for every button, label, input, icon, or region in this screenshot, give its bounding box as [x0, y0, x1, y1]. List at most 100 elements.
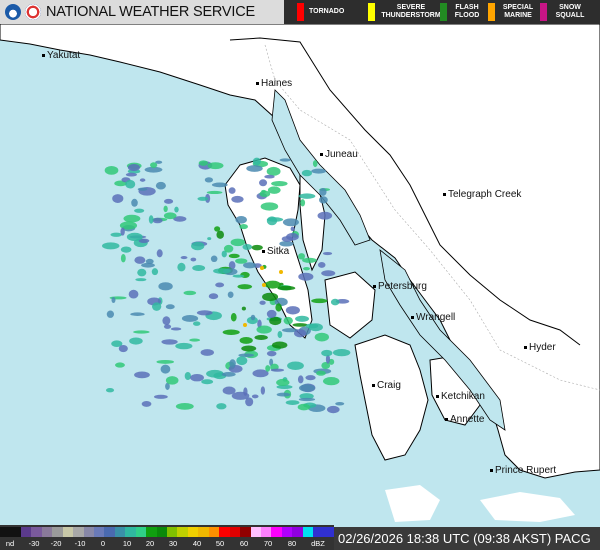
radar-echo: [279, 158, 291, 162]
radar-echo: [214, 226, 221, 232]
radar-echo: [133, 330, 150, 334]
radar-echo: [294, 329, 307, 338]
radar-echo: [239, 223, 248, 230]
dbz-color-cell: [240, 527, 251, 537]
radar-echo: [134, 371, 150, 379]
radar-echo: [246, 165, 263, 172]
dbz-color-cell: [156, 527, 167, 537]
radar-echo: [232, 274, 245, 278]
dbz-tick-label: 10: [122, 539, 132, 548]
radar-echo: [276, 392, 291, 397]
color-swatch: [297, 3, 304, 21]
dbz-color-cell: [229, 527, 241, 537]
radar-echo: [230, 312, 237, 322]
radar-echo: [264, 280, 281, 289]
dbz-tick-label: 80: [287, 539, 297, 548]
radar-echo: [322, 251, 333, 256]
radar-echo: [150, 162, 158, 168]
dbz-color-cell: [73, 527, 84, 537]
radar-echo: [165, 304, 175, 310]
radar-echo: [156, 249, 163, 258]
radar-echo: [267, 186, 281, 194]
radar-echo: [191, 241, 205, 251]
radar-echo: [137, 187, 148, 191]
radar-echo: [227, 291, 234, 298]
radar-echo: [298, 253, 306, 260]
radar-echo: [228, 253, 240, 259]
color-swatch: [440, 3, 447, 21]
radar-echo: [321, 349, 333, 357]
dbz-tick-label: -10: [74, 539, 86, 548]
radar-echo: [269, 316, 282, 326]
warning-flash-flood: FLASH FLOOD: [440, 3, 482, 21]
dbz-tick-label: 0: [100, 539, 106, 548]
dbz-tick-label: 30: [168, 539, 178, 548]
radar-echo: [298, 193, 316, 199]
radar-echo: [120, 227, 125, 236]
radar-echo: [221, 250, 227, 258]
city-label: Petersburg: [373, 281, 427, 292]
radar-echo: [261, 189, 266, 193]
header: NATIONAL WEATHER SERVICE TORNADO SEVERE …: [0, 0, 600, 24]
radar-echo: [144, 166, 163, 173]
warning-legend: TORNADO SEVERE THUNDERSTORM FLASH FLOOD …: [284, 0, 600, 24]
dbz-tick-label: nd: [5, 539, 15, 548]
radar-echo: [275, 303, 282, 312]
radar-echo: [141, 262, 155, 268]
dbz-color-cell: [313, 527, 324, 537]
radar-echo: [229, 359, 236, 368]
warning-snow-squall: SNOW SQUALL: [540, 3, 588, 21]
radar-echo: [276, 378, 290, 387]
warning-tornado: TORNADO: [297, 3, 344, 21]
radar-echo: [112, 194, 124, 203]
radar-echo: [165, 382, 170, 390]
color-swatch: [488, 3, 495, 21]
radar-echo: [198, 160, 209, 166]
radar-echo: [230, 238, 246, 247]
radar-echo: [285, 400, 300, 405]
dbz-color-cell: [135, 527, 147, 537]
dbz-tick-label: -20: [50, 539, 62, 548]
radar-echo: [105, 388, 115, 393]
radar-echo: [282, 218, 299, 227]
radar-echo: [270, 368, 285, 372]
radar-echo: [139, 178, 146, 182]
radar-echo: [173, 216, 187, 222]
radar-echo: [271, 341, 288, 349]
radar-echo: [156, 359, 175, 364]
dbz-tick-label: 20: [145, 539, 155, 548]
dbz-color-cell: [250, 527, 261, 537]
radar-echo: [298, 384, 315, 392]
radar-echo: [292, 323, 308, 327]
radar-echo: [325, 354, 331, 364]
radar-echo: [222, 329, 240, 335]
radar-echo: [174, 206, 179, 213]
radar-echo: [152, 302, 162, 311]
dbz-color-cell: [93, 527, 105, 537]
dbz-color-cell: [323, 527, 334, 537]
radar-echo: [145, 258, 154, 264]
dbz-tick-label: dBZ: [311, 539, 325, 548]
radar-echo: [175, 402, 194, 410]
radar-echo: [183, 290, 197, 296]
city-label: Hyder: [524, 342, 556, 353]
radar-echo: [170, 327, 182, 331]
dbz-tick-labels: nd -30 -20 -10 0 10 20 30 40 50 60 70 80 dBZ: [0, 538, 334, 550]
radar-echo: [211, 182, 228, 188]
radar-echo: [206, 369, 224, 378]
radar-echo: [207, 237, 212, 241]
radar-echo: [192, 265, 206, 272]
radar-echo: [283, 316, 293, 325]
dbz-color-cell: [104, 527, 115, 537]
dbz-color-cell: [20, 527, 32, 537]
radar-echo: [305, 375, 316, 381]
radar-echo: [332, 349, 351, 357]
lynn-canal: [271, 89, 371, 246]
dbz-color-cell: [281, 527, 293, 537]
city-label: Craig: [372, 380, 401, 391]
radar-echo: [277, 285, 296, 291]
radar-echo: [259, 300, 266, 305]
radar-echo: [314, 332, 330, 342]
dbz-color-cell: [167, 527, 178, 537]
